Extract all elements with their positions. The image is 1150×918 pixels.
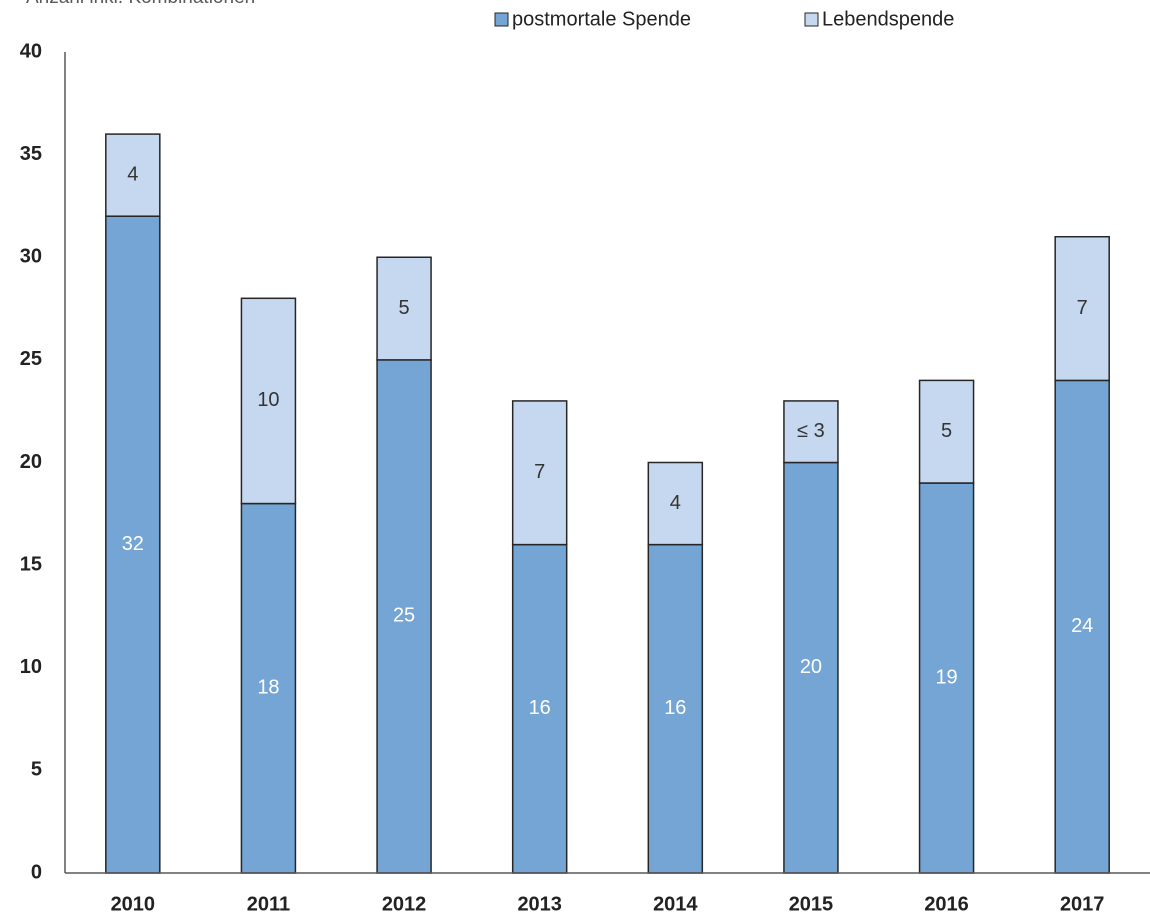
data-label: 16 xyxy=(664,697,686,719)
y-axis-label: Anzahl inkl. Kombinationen xyxy=(26,0,255,8)
x-tick-label: 2011 xyxy=(247,893,290,915)
x-tick-label: 2012 xyxy=(382,893,427,915)
bar-segment xyxy=(376,256,432,361)
x-tick-label: 2013 xyxy=(517,893,562,915)
legend-swatch xyxy=(804,12,819,27)
bar-segment xyxy=(511,400,568,546)
bar-segment xyxy=(240,297,297,505)
bar-segment xyxy=(1054,379,1110,874)
bar-segment xyxy=(105,133,161,217)
data-label: ≤ 3 xyxy=(797,420,825,442)
legend-swatch xyxy=(494,12,509,27)
data-label: 16 xyxy=(529,697,551,719)
data-label: 4 xyxy=(127,163,138,185)
bar-segment xyxy=(783,400,839,464)
x-tick-label: 2010 xyxy=(111,893,156,915)
y-tick-label: 10 xyxy=(20,656,42,678)
bar-segment xyxy=(918,379,975,484)
data-label: 7 xyxy=(534,461,545,483)
x-tick-label: 2015 xyxy=(789,893,834,915)
legend-label: postmortale Spende xyxy=(512,8,691,30)
y-tick-label: 20 xyxy=(20,451,42,473)
data-label: 5 xyxy=(941,420,952,442)
data-label: 5 xyxy=(399,297,410,319)
data-label: 25 xyxy=(393,605,415,627)
data-label: 4 xyxy=(670,492,681,514)
x-tick-label: 2014 xyxy=(653,893,698,915)
y-tick-label: 25 xyxy=(20,348,42,370)
data-label: 18 xyxy=(257,677,279,699)
data-label: 32 xyxy=(122,533,144,555)
y-tick-label: 35 xyxy=(20,143,42,165)
bar-segment xyxy=(783,461,839,874)
data-label: 24 xyxy=(1071,615,1093,637)
y-tick-label: 40 xyxy=(20,40,42,62)
data-label: 20 xyxy=(800,656,822,678)
x-tick-label: 2016 xyxy=(924,893,969,915)
bar-segment xyxy=(105,215,161,874)
data-label: 7 xyxy=(1077,297,1088,319)
y-tick-label: 0 xyxy=(31,861,42,883)
y-tick-label: 15 xyxy=(20,553,42,575)
y-tick-label: 5 xyxy=(31,759,42,781)
bar-segment xyxy=(1054,235,1110,382)
data-label: 19 xyxy=(935,666,957,688)
data-label: 10 xyxy=(257,389,279,411)
y-tick-label: 30 xyxy=(20,246,42,268)
bar-segment xyxy=(647,461,704,546)
legend-label: Lebendspende xyxy=(822,8,954,30)
x-tick-label: 2017 xyxy=(1060,893,1105,915)
